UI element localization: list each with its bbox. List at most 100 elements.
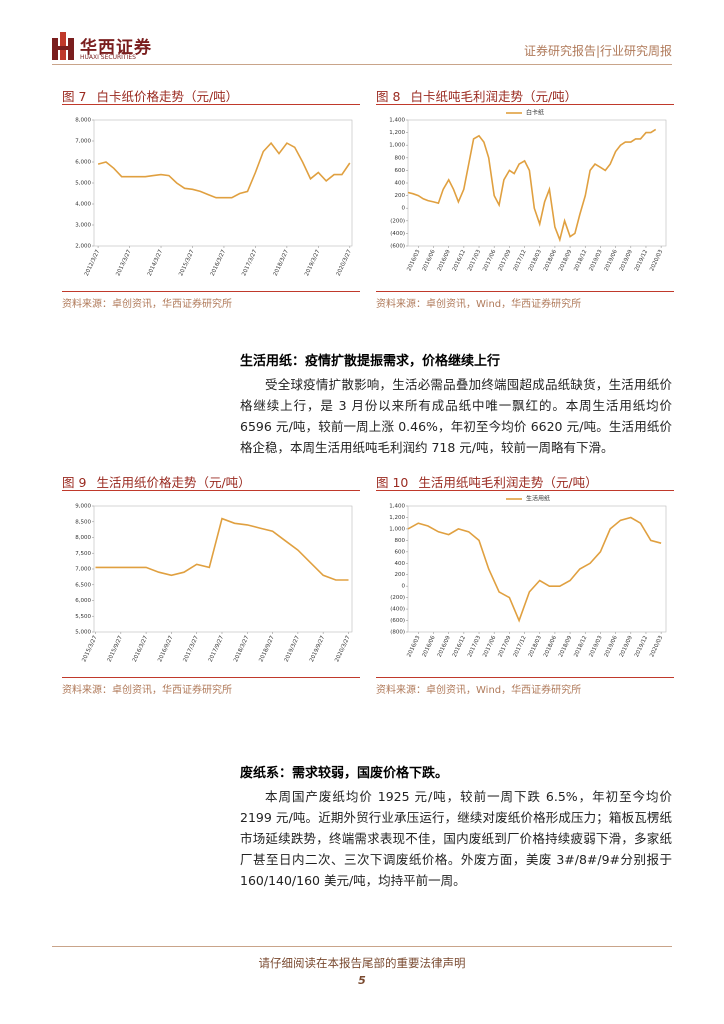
chart: (600) (400) (200) 0 200 400 600 800 1,000 1,200 1,… [389,109,667,272]
y-tick-label: 8,000 [75,535,91,541]
x-tick-label: 2017/9/27 [208,634,226,663]
figure-top-rule [376,490,674,491]
figure-caption: 生活用纸吨毛利润走势（元/吨） [418,475,598,490]
y-tick-label: 0 [402,584,406,590]
y-tick-label: 4,000 [75,202,91,208]
y-tick-label: 0 [402,206,406,212]
y-tick-label: 5,000 [75,181,91,187]
figure-top-rule [62,490,360,491]
plot-frame [407,505,667,633]
line-series [407,128,657,243]
y-tick-label: 600 [395,549,406,555]
x-tick-label: 2019/9/27 [309,634,327,663]
section-heading: 生活用纸：疫情扩散提振需求，价格继续上行 [240,354,501,369]
y-tick-label: 9,000 [75,504,91,510]
x-tick-label: 2016/03 [406,634,421,658]
x-tick-label: 2020/3/27 [336,248,354,277]
footer-notice: 请仔细阅读在本报告尾部的重要法律声明 [258,956,466,970]
x-tick-label: 2020/3/27 [334,634,352,663]
x-tick-label: 2019/06 [604,634,619,658]
figure-source: 资料来源：卓创资讯，华西证券研究所 [62,299,232,310]
figure-source: 资料来源：卓创资讯，华西证券研究所 [62,685,232,696]
plot-frame [93,505,353,633]
y-tick-label: 200 [395,193,406,199]
x-tick-label: 2018/12 [573,635,588,658]
x-tick-label: 2018/09 [558,248,573,272]
y-tick-label: 7,000 [75,567,91,573]
figure-title: 图 10 生活用纸吨毛利润走势（元/吨） [376,472,598,491]
y-tick-label: 7,500 [75,551,91,557]
x-tick-label: 2019/3/27 [284,634,302,663]
legend-label: 生活用纸 [526,495,550,503]
x-tick-label: 2018/03 [528,248,543,272]
x-tick-label: 2018/09 [558,634,573,658]
y-tick-label: (200) [390,595,405,601]
x-tick-label: 2019/12 [634,249,649,272]
legend-label: 白卡纸 [526,109,544,117]
x-tick-label: 2019/3/27 [304,248,322,277]
x-tick-label: 2018/3/27 [273,248,291,277]
figure-source: 资料来源：卓创资讯，Wind，华西证券研究所 [376,299,582,310]
y-tick-label: 8,500 [75,519,91,525]
x-tick-label: 2019/06 [604,248,619,272]
report-type: 证券研究报告|行业研究周报 [523,44,672,58]
x-tick-label: 2020/03 [649,248,664,272]
y-tick-label: 5,500 [75,614,91,620]
chart: 2,000 3,000 4,000 5,000 6,000 7,000 8,000 2012/… [75,118,354,278]
paragraph: 本周国产废纸均价 1925 元/吨，较前一周下跌 6.5%，年初至今均价 219… [240,789,672,888]
logo-text: 华西证券 [80,38,152,58]
y-tick-label: 6,000 [75,598,91,604]
x-tick-label: 2019/09 [619,634,634,658]
x-tick-label: 2017/12 [513,635,528,658]
x-tick-label: 2020/03 [649,634,664,658]
x-tick-label: 2016/09 [437,248,452,272]
x-tick-label: 2017/3/27 [241,248,259,277]
x-tick-label: 2016/06 [422,248,437,272]
y-tick-label: 1,000 [389,143,405,149]
y-tick-label: 2,000 [75,244,91,250]
y-tick-label: 7,000 [75,139,91,145]
plot-frame [93,119,353,247]
x-tick-label: 2016/06 [422,634,437,658]
figure-bottom-rule [376,677,674,678]
x-tick-label: 2018/12 [573,249,588,272]
figure-label: 图 9 [62,475,87,490]
x-tick-label: 2018/06 [543,248,558,272]
logo-icon [52,32,74,60]
x-tick-label: 2019/09 [619,248,634,272]
x-tick-label: 2019/12 [634,635,649,658]
y-tick-label: 600 [395,168,406,174]
x-tick-label: 2016/03 [406,248,421,272]
paragraph: 受全球疫情扩散影响，生活必需品叠加终端囤超成品纸缺货，生活用纸价格继续上行，是 … [240,377,672,455]
y-tick-label: 200 [395,572,406,578]
figure-label: 图 10 [376,475,409,490]
y-tick-label: 1,400 [389,118,405,124]
header-rule [52,64,672,65]
x-tick-label: 2017/12 [513,249,528,272]
y-tick-label: 5,000 [75,630,91,636]
y-tick-label: (800) [390,630,405,636]
x-tick-label: 2019/03 [589,248,604,272]
figure-label: 图 7 [62,89,87,104]
y-tick-label: 1,200 [389,130,405,136]
figure-title: 图 9 生活用纸价格走势（元/吨） [62,472,251,491]
y-tick-label: (400) [390,607,405,613]
section-heading: 废纸系：需求较弱，国废价格下跌。 [240,766,449,781]
x-tick-label: 2015/9/27 [107,634,125,663]
figure-title: 图 7 白卡纸价格走势（元/吨） [62,86,238,105]
figure-bottom-rule [62,677,360,678]
x-tick-label: 2016/3/27 [210,248,228,277]
chart: 5,000 5,500 6,000 6,500 7,000 7,500 8,000 8,500… [75,504,353,663]
x-tick-label: 2016/12 [452,249,467,272]
line-series [407,516,662,623]
x-tick-label: 2017/09 [497,248,512,272]
logo-en: HUAXI SECURITIES [80,54,136,61]
x-tick-label: 2018/9/27 [258,634,276,663]
footer-rule [52,946,672,947]
figure-caption: 生活用纸价格走势（元/吨） [96,475,251,490]
x-tick-label: 2017/06 [482,634,497,658]
x-tick-label: 2017/09 [497,634,512,658]
x-tick-label: 2016/12 [452,635,467,658]
x-tick-label: 2015/3/27 [178,248,196,277]
